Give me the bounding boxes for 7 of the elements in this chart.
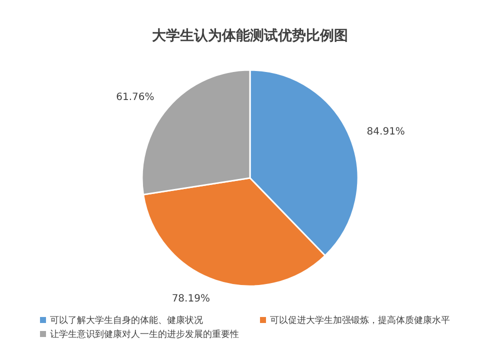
chart-title: 大学生认为体能测试优势比例图: [152, 28, 348, 44]
legend-label: 可以了解大学生自身的体能、健康状况: [50, 315, 203, 326]
legend-label: 让学生意识到健康对人一生的进步发展的重要性: [50, 329, 239, 340]
data-label: 61.76%: [116, 92, 154, 104]
legend-label: 可以促进大学生加强锻炼，提高体质健康水平: [270, 315, 450, 326]
data-label: 78.19%: [172, 293, 210, 304]
data-label: 84.91%: [366, 126, 405, 138]
